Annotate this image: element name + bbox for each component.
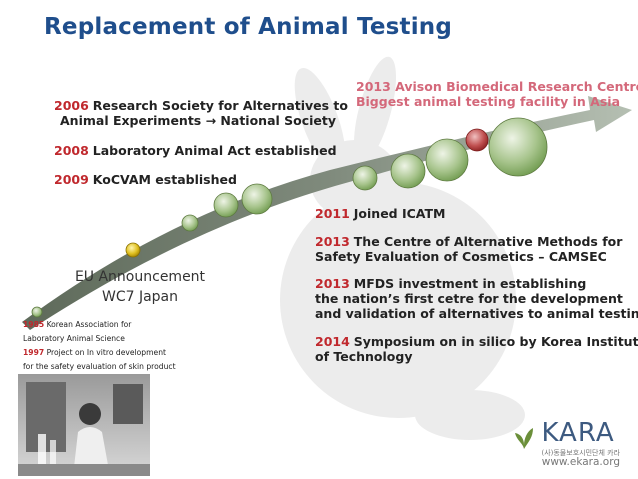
page-title: Replacement of Animal Testing <box>44 14 453 40</box>
event-line: 2013 MFDS investment in establishing <box>315 276 638 291</box>
event-2006: 2006 Research Society for Alternatives t… <box>54 98 348 128</box>
milestone-circle <box>125 242 141 258</box>
event-text: Symposium on in silico by Korea Institut… <box>353 334 638 349</box>
historical-photo <box>18 374 150 476</box>
milestone-circle <box>425 138 469 182</box>
event-line: 2013 The Centre of Alternative Methods f… <box>315 234 622 249</box>
timeline-arrow <box>22 96 632 330</box>
event-text: of Technology <box>315 349 413 364</box>
event-year: 2008 <box>54 143 89 158</box>
early-event-line: 1985 Korean Association for <box>23 318 176 332</box>
event-text: Laboratory Animal Science <box>23 334 125 343</box>
milestone-circle <box>31 306 43 318</box>
event-text: MFDS investment in establishing <box>353 276 587 291</box>
eu-announcement: EU Announcement WC7 Japan <box>50 267 230 307</box>
event-2013-camsec: 2013 The Centre of Alternative Methods f… <box>315 234 622 264</box>
milestone-circle <box>181 214 199 232</box>
kara-logo: KARA (사)동물보호시민단체 카라 <box>511 418 620 458</box>
milestone-circle <box>213 192 239 218</box>
event-text: Research Society for Alternatives to <box>92 98 348 113</box>
rabbit-silhouette <box>280 56 525 440</box>
event-line: 2014 Symposium on in silico by Korea Ins… <box>315 334 638 349</box>
milestone-circle <box>488 117 548 177</box>
early-event-line: for the safety evaluation of skin produc… <box>23 360 176 374</box>
event-line: Animal Experiments → National Society <box>54 113 348 128</box>
milestone-circle <box>352 165 378 191</box>
event-text: The Centre of Alternative Methods for <box>353 234 623 249</box>
event-text: Laboratory Animal Act established <box>92 143 337 158</box>
early-events: 1985 Korean Association for Laboratory A… <box>23 318 176 374</box>
logo-subtitle: (사)동물보호시민단체 카라 <box>541 449 620 457</box>
event-line: 2006 Research Society for Alternatives t… <box>54 98 348 113</box>
event-year: 1997 <box>23 348 45 357</box>
early-event-line: 1997 Project on In vitro development <box>23 346 176 360</box>
event-year: 2011 <box>315 206 350 221</box>
early-event-line: Laboratory Animal Science <box>23 332 176 346</box>
event-text: KoCVAM established <box>92 172 237 187</box>
top-right-event: 2013 Avison Biomedical Research Centre B… <box>356 79 638 109</box>
event-year: 2009 <box>54 172 89 187</box>
event-2008: 2008 Laboratory Animal Act established <box>54 143 337 158</box>
eu-line: WC7 Japan <box>101 289 179 305</box>
event-text: for the safety evaluation of skin produc… <box>23 362 176 371</box>
event-year: 2006 <box>54 98 89 113</box>
milestone-circle <box>390 153 426 189</box>
event-2013-mfds: 2013 MFDS investment in establishing the… <box>315 276 638 321</box>
event-text: and validation of alternatives to animal… <box>315 306 638 321</box>
event-line: 2013 Avison Biomedical Research Centre <box>356 79 638 94</box>
event-text: Safety Evaluation of Cosmetics – CAMSEC <box>315 249 607 264</box>
event-line: Biggest animal testing facility in Asia <box>356 94 621 109</box>
event-year: 1985 <box>23 320 45 329</box>
event-text: Joined ICATM <box>353 206 446 221</box>
event-2014: 2014 Symposium on in silico by Korea Ins… <box>315 334 638 364</box>
eu-line: EU Announcement <box>74 269 206 285</box>
event-year: 2014 <box>315 334 350 349</box>
event-2011: 2011 Joined ICATM <box>315 206 445 221</box>
event-text: the nation’s first cetre for the develop… <box>315 291 623 306</box>
logo-url: www.ekara.org <box>541 456 620 468</box>
logo-name: KARA <box>541 418 615 448</box>
event-text: Korean Association for <box>46 320 132 329</box>
milestone-circle-red <box>465 128 489 152</box>
event-year: 2013 <box>315 234 350 249</box>
event-text: Project on In vitro development <box>46 348 166 357</box>
milestone-circle <box>241 183 273 215</box>
kara-leaf-icon <box>515 428 534 449</box>
event-text: Animal Experiments → National Society <box>60 113 337 128</box>
event-2009: 2009 KoCVAM established <box>54 172 237 187</box>
event-year: 2013 <box>315 276 350 291</box>
